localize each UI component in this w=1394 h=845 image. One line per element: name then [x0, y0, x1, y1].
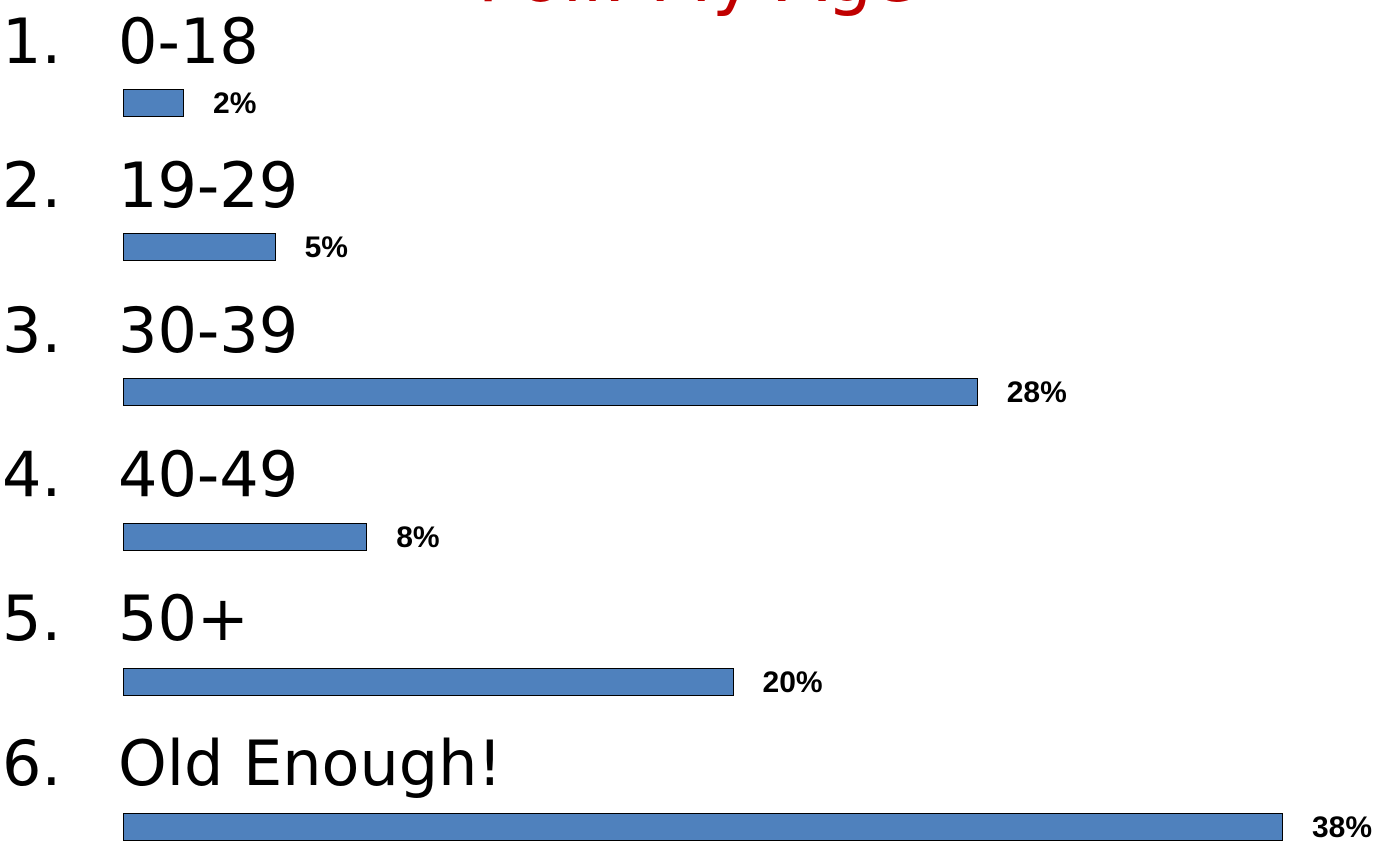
slide-title: Poll: My Age	[0, 0, 1394, 16]
poll-option-1: 1. 0-18	[0, 2, 1394, 82]
option-number: 3.	[2, 294, 62, 367]
option-number: 6.	[2, 727, 62, 800]
category-label: 0-18	[118, 5, 259, 78]
value-label: 20%	[762, 666, 823, 699]
poll-option-3: 3. 30-39	[0, 291, 1394, 371]
bar-6	[123, 813, 1283, 841]
value-label: 38%	[1312, 811, 1373, 844]
bar-5	[123, 668, 734, 696]
category-label: 19-29	[118, 149, 299, 222]
option-number: 2.	[2, 149, 62, 222]
poll-option-5: 5. 50+	[0, 579, 1394, 659]
value-label: 5%	[304, 231, 348, 264]
poll-option-4: 4. 40-49	[0, 435, 1394, 515]
category-label: 40-49	[118, 438, 299, 511]
option-number: 4.	[2, 438, 62, 511]
bar-3	[123, 378, 978, 406]
value-label: 28%	[1006, 376, 1067, 409]
category-label: Old Enough!	[118, 727, 503, 800]
poll-option-2: 2. 19-29	[0, 146, 1394, 226]
option-number: 1.	[2, 5, 62, 78]
value-label: 2%	[213, 87, 257, 120]
value-label: 8%	[396, 521, 440, 554]
option-number: 5.	[2, 582, 62, 655]
bar-1	[123, 89, 185, 117]
category-label: 30-39	[118, 294, 299, 367]
bar-2	[123, 233, 276, 261]
bar-4	[123, 523, 368, 551]
category-label: 50+	[118, 582, 249, 655]
poll-option-6: 6. Old Enough!	[0, 724, 1394, 804]
